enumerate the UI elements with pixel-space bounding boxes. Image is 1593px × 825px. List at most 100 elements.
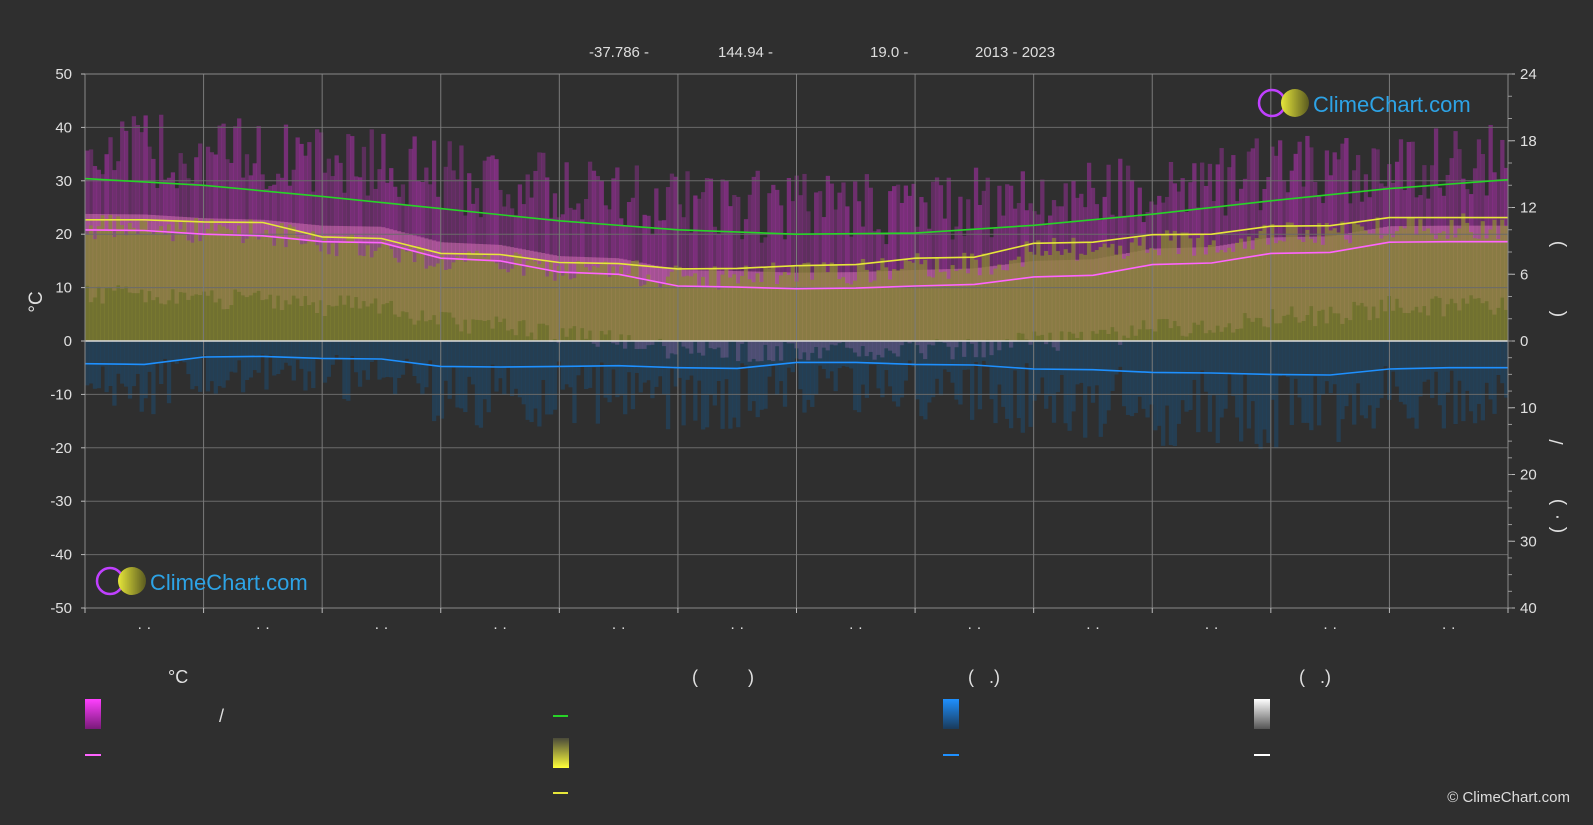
temp-range-bar (1001, 215, 1006, 281)
precip-bar (584, 341, 589, 390)
precip-bar (186, 341, 191, 375)
temp-range-bar (907, 195, 912, 287)
precip-bar (303, 341, 308, 391)
precip-bar (1305, 341, 1310, 423)
temp-range-bar (517, 184, 523, 265)
sunshine-bar (385, 244, 390, 341)
precip-bar (966, 341, 971, 370)
temp-range-bar (396, 196, 402, 248)
sunshine-bar (408, 246, 413, 341)
precip-bar (346, 341, 351, 401)
temp-range-bar (973, 167, 979, 285)
precip-bar (1340, 341, 1345, 420)
temp-range-bar (283, 124, 289, 239)
sunshine-bar (576, 260, 581, 341)
logo-sun-icon (118, 567, 146, 595)
sunshine-bar (923, 259, 928, 341)
precip-bar (969, 341, 975, 420)
precip-bar (997, 341, 1002, 385)
sunshine-bar (470, 254, 476, 341)
sunshine-bar (962, 252, 967, 341)
precip-bar (1008, 341, 1014, 429)
x-tick-label: · · (967, 619, 981, 636)
temp-range-bar (1094, 204, 1100, 275)
precip-bar (369, 341, 374, 363)
sunshine-bar (120, 225, 125, 341)
legend-precip-swatch (943, 699, 959, 729)
sunshine-bar (1254, 238, 1259, 341)
sunshine-bar (506, 272, 511, 341)
sunshine-bar (1313, 242, 1318, 341)
logo-sun-icon (1281, 89, 1309, 117)
sunshine-bar (1359, 226, 1365, 341)
precip-bar (330, 341, 335, 365)
sunshine-bar (159, 226, 164, 341)
sunshine-bar (131, 227, 137, 341)
temp-range-bar (966, 199, 971, 285)
precip-bar (1063, 341, 1068, 424)
sunshine-bar (330, 243, 335, 341)
precip-bar (1153, 341, 1158, 431)
temp-range-bar (295, 137, 300, 240)
temp-range-bar (182, 163, 187, 233)
precip-bar (1297, 341, 1302, 398)
temp-range-bar (455, 179, 460, 259)
sunshine-bar (127, 222, 133, 341)
temp-range-bar (997, 185, 1002, 282)
sunshine-bar (334, 256, 339, 341)
sunshine-bar (1492, 219, 1497, 341)
sunshine-bar (736, 283, 741, 341)
temp-range-bar (174, 188, 179, 233)
temp-range-bar (977, 204, 983, 284)
sunshine-bar (209, 219, 215, 341)
temp-range-bar (1375, 149, 1380, 245)
precip-bar (1102, 341, 1107, 424)
sunshine-bar (431, 266, 437, 341)
right-axis-label-char: ( (1547, 310, 1568, 317)
sunshine-bar (993, 268, 998, 341)
temp-range-bar (1449, 158, 1454, 242)
temp-range-bar (1313, 181, 1318, 253)
sunshine-bar (198, 241, 203, 341)
legend-col2-header: ( ) (692, 667, 754, 687)
temp-range-bar (892, 186, 897, 287)
sunshine-bar (108, 214, 113, 341)
temp-range-bar (1367, 197, 1372, 246)
precip-bar (856, 341, 862, 413)
sunshine-bar (178, 229, 183, 341)
sunshine-bar (529, 260, 534, 341)
temp-range-bar (895, 184, 901, 287)
temp-range-bar (1090, 187, 1096, 276)
temp-range-bar (1476, 139, 1482, 242)
sunshine-bar (229, 230, 234, 341)
precip-bar (736, 341, 741, 428)
precip-bar (209, 341, 215, 382)
sunshine-bar (1453, 237, 1458, 341)
temp-range-bar (428, 184, 433, 256)
sunshine-bar (778, 275, 784, 341)
sunshine-bar (439, 254, 445, 341)
precip-bar (1480, 341, 1486, 421)
temp-range-bar (689, 232, 694, 287)
precip-bar (938, 341, 944, 396)
temp-range-bar (1402, 190, 1408, 243)
sunshine-bar (704, 287, 710, 341)
temp-range-bar (1414, 197, 1419, 242)
temp-range-bar (463, 215, 468, 260)
sunshine-bar (607, 276, 612, 341)
temp-range-bar (85, 150, 90, 230)
sunshine-bar (1063, 249, 1068, 341)
sunshine-bar (810, 279, 815, 341)
sunshine-bar (642, 284, 647, 341)
brand-name-top: ClimeChart.com (1313, 92, 1471, 117)
sunshine-bar (279, 223, 285, 341)
precip-bar (919, 341, 924, 417)
sunshine-bar (661, 284, 667, 341)
temp-range-bar (1262, 188, 1267, 255)
temp-range-bar (1496, 179, 1501, 242)
temp-range-bar (307, 142, 312, 241)
sunshine-bar (1055, 251, 1061, 341)
precip-bar (490, 341, 495, 365)
precip-bar (287, 341, 293, 366)
precip-bar (623, 341, 628, 415)
